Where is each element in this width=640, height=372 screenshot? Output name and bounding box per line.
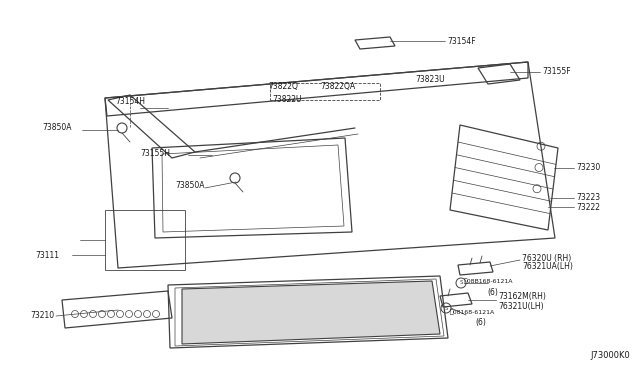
Text: 73223: 73223: [576, 193, 600, 202]
Text: 73162M(RH): 73162M(RH): [498, 292, 546, 301]
Text: 73210: 73210: [30, 311, 54, 321]
Text: (6): (6): [487, 288, 498, 296]
Text: 73155H: 73155H: [140, 148, 170, 157]
Text: 76321UA(LH): 76321UA(LH): [522, 263, 573, 272]
Text: 73111: 73111: [35, 250, 59, 260]
Text: 73823U: 73823U: [415, 74, 445, 83]
Text: Ⓝ08B168-6121A: Ⓝ08B168-6121A: [464, 278, 513, 284]
Text: S: S: [460, 280, 463, 285]
Text: 76321U(LH): 76321U(LH): [498, 301, 543, 311]
Text: 73822Q: 73822Q: [268, 83, 298, 92]
Text: 73155F: 73155F: [542, 67, 571, 77]
Text: 73230: 73230: [576, 164, 600, 173]
Text: 73822U: 73822U: [272, 96, 301, 105]
Bar: [270, 83, 380, 100]
Text: Ⓝ08168-6121A: Ⓝ08168-6121A: [450, 309, 495, 315]
Text: 76320U (RH): 76320U (RH): [522, 253, 572, 263]
Text: 73154F: 73154F: [447, 36, 476, 45]
Text: J73000K0: J73000K0: [590, 351, 630, 360]
Bar: [105, 210, 185, 270]
Text: S: S: [444, 305, 448, 311]
Text: 73154H: 73154H: [115, 97, 145, 106]
Text: 73850A: 73850A: [175, 182, 205, 190]
Text: 73822QA: 73822QA: [320, 83, 355, 92]
Polygon shape: [182, 281, 440, 344]
Text: 73222: 73222: [576, 202, 600, 212]
Text: 73850A: 73850A: [42, 124, 72, 132]
Text: (6): (6): [475, 318, 486, 327]
